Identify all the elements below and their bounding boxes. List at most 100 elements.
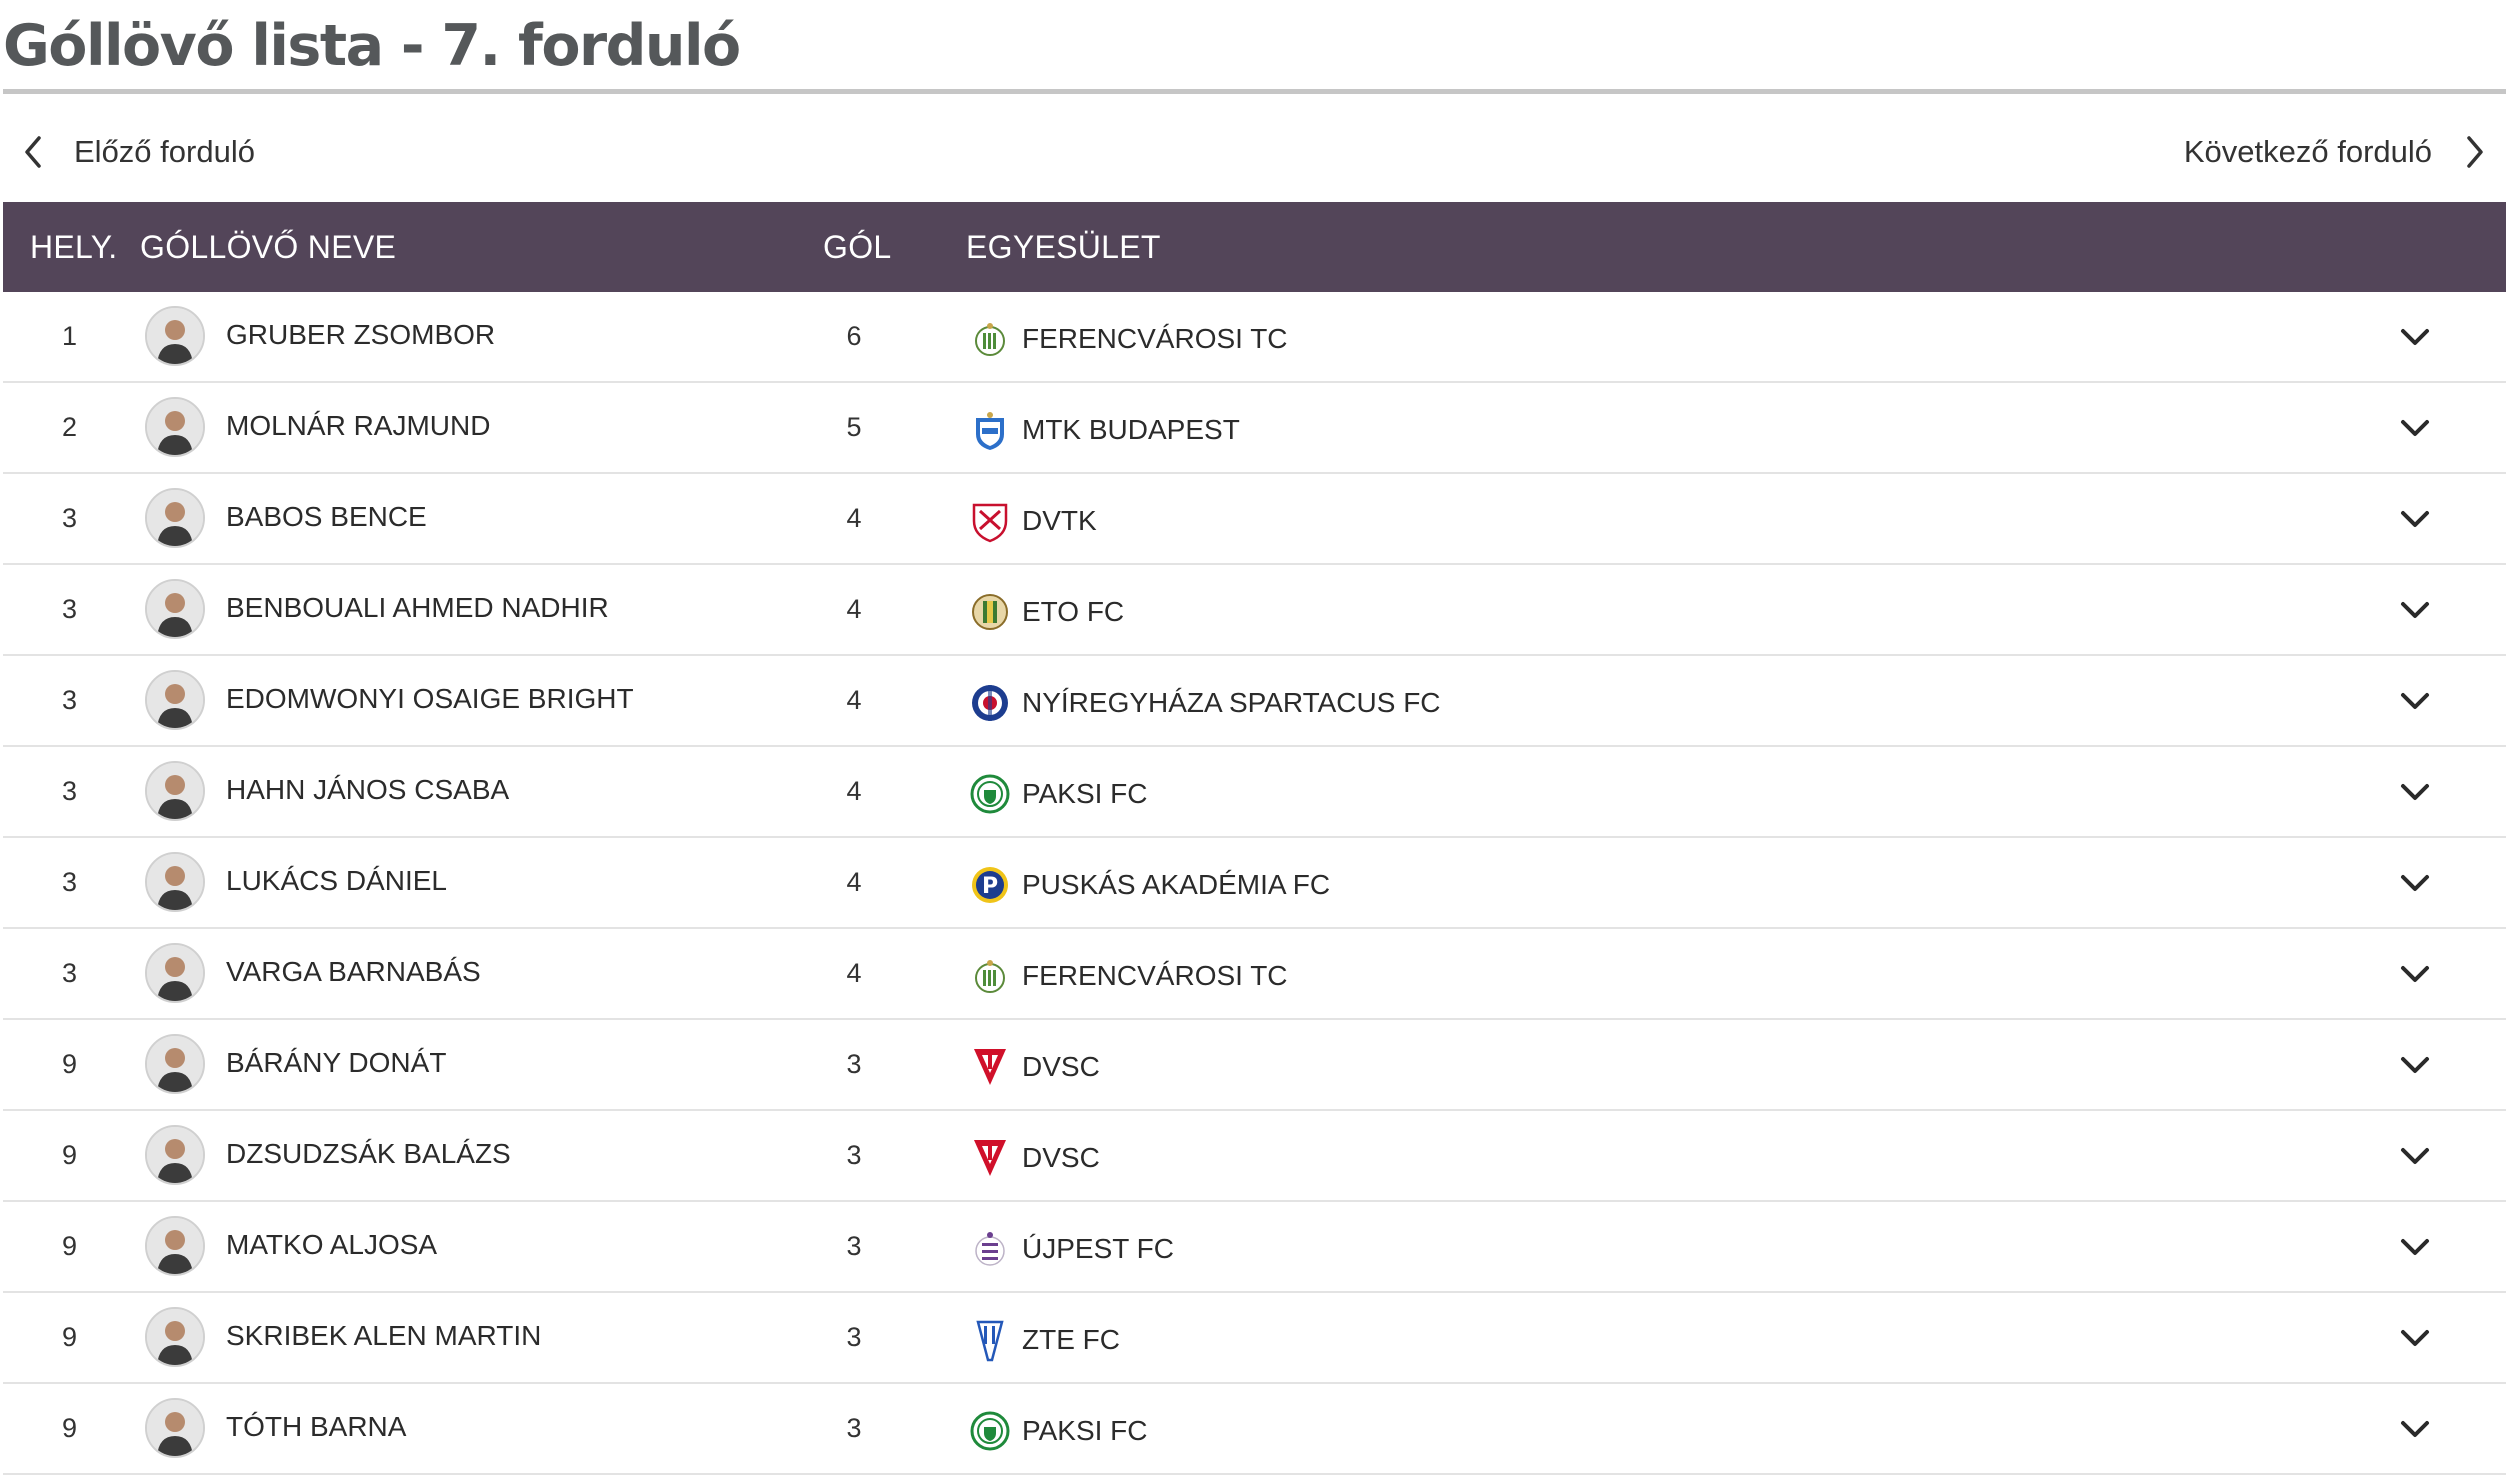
position-cell: 3 bbox=[61, 867, 78, 897]
table-row[interactable]: 9 DZSUDZSÁK BALÁZS 3 DVSC bbox=[3, 1111, 2506, 1202]
player-name: MATKO ALJOSA bbox=[226, 1229, 438, 1260]
column-header-name: GÓLLÖVŐ NEVE bbox=[140, 229, 397, 265]
chevron-down-icon[interactable] bbox=[2398, 1139, 2432, 1173]
goals-cell: 5 bbox=[846, 412, 862, 442]
club-name: MTK BUDAPEST bbox=[1022, 414, 1240, 445]
club-name: NYÍREGYHÁZA SPARTACUS FC bbox=[1022, 687, 1441, 718]
chevron-right-icon bbox=[2467, 136, 2483, 168]
chevron-down-icon[interactable] bbox=[2398, 502, 2432, 536]
table-row[interactable]: 3 HAHN JÁNOS CSABA 4 PAKSI FC bbox=[3, 747, 2506, 838]
club-name: PAKSI FC bbox=[1022, 778, 1148, 809]
table-row[interactable]: 9 MATKO ALJOSA 3 ÚJPEST FC bbox=[3, 1202, 2506, 1293]
previous-round-label: Előző forduló bbox=[74, 134, 255, 169]
table-row[interactable]: 3 BABOS BENCE 4 DVTK bbox=[3, 474, 2506, 565]
paks-crest bbox=[968, 772, 1012, 816]
player-name: BENBOUALI AHMED NADHIR bbox=[226, 592, 609, 623]
player-avatar bbox=[145, 1398, 205, 1458]
position-cell: 9 bbox=[61, 1049, 78, 1079]
player-avatar bbox=[145, 1307, 205, 1367]
goals-cell: 4 bbox=[846, 685, 862, 715]
player-name: BABOS BENCE bbox=[226, 501, 427, 532]
svg-text:P: P bbox=[982, 874, 998, 899]
club-name: FERENCVÁROSI TC bbox=[1022, 960, 1288, 991]
chevron-down-icon[interactable] bbox=[2398, 593, 2432, 627]
ferencvaros-crest bbox=[968, 954, 1012, 998]
table-row[interactable]: 2 MOLNÁR RAJMUND 5 MTK BUDAPEST bbox=[3, 383, 2506, 474]
chevron-down-icon[interactable] bbox=[2398, 957, 2432, 991]
next-round-link[interactable]: Következő forduló bbox=[2184, 124, 2486, 180]
position-cell: 9 bbox=[61, 1322, 78, 1352]
goals-cell: 3 bbox=[846, 1322, 862, 1352]
chevron-down-icon[interactable] bbox=[2398, 866, 2432, 900]
position-cell: 9 bbox=[61, 1413, 78, 1443]
player-avatar bbox=[145, 852, 205, 912]
chevron-down-icon[interactable] bbox=[2398, 1321, 2432, 1355]
table-row[interactable]: 1 GRUBER ZSOMBOR 6 FERENCVÁROSI TC bbox=[3, 292, 2506, 383]
paks-crest bbox=[968, 1409, 1012, 1453]
dvsc-crest bbox=[968, 1136, 1012, 1180]
chevron-down-icon[interactable] bbox=[2398, 1412, 2432, 1446]
club-name: DVTK bbox=[1022, 505, 1097, 536]
player-avatar bbox=[145, 761, 205, 821]
column-header-club: EGYESÜLET bbox=[966, 229, 1161, 265]
next-round-label: Következő forduló bbox=[2183, 134, 2432, 169]
player-avatar bbox=[145, 306, 205, 366]
goals-cell: 6 bbox=[846, 321, 862, 351]
position-cell: 3 bbox=[61, 503, 78, 533]
chevron-down-icon[interactable] bbox=[2398, 1048, 2432, 1082]
player-name: MOLNÁR RAJMUND bbox=[226, 410, 491, 441]
position-cell: 2 bbox=[61, 412, 78, 442]
club-name: ÚJPEST FC bbox=[1022, 1233, 1174, 1264]
column-header-position: HELY. bbox=[30, 229, 118, 265]
goals-cell: 4 bbox=[846, 776, 862, 806]
player-name: LUKÁCS DÁNIEL bbox=[226, 865, 447, 896]
chevron-down-icon[interactable] bbox=[2398, 775, 2432, 809]
zte-crest bbox=[968, 1318, 1012, 1362]
goals-cell: 3 bbox=[846, 1049, 862, 1079]
club-name: ZTE FC bbox=[1022, 1324, 1120, 1355]
table-row[interactable]: 9 BÁRÁNY DONÁT 3 DVSC bbox=[3, 1020, 2506, 1111]
goals-cell: 4 bbox=[846, 958, 862, 988]
position-cell: 3 bbox=[61, 594, 78, 624]
table-row[interactable]: 9 SKRIBEK ALEN MARTIN 3 ZTE FC bbox=[3, 1293, 2506, 1384]
player-avatar bbox=[145, 670, 205, 730]
ferencvaros-crest bbox=[968, 317, 1012, 361]
table-header: HELY. GÓLLÖVŐ NEVE GÓL EGYESÜLET bbox=[3, 202, 2506, 292]
player-name: SKRIBEK ALEN MARTIN bbox=[226, 1320, 542, 1351]
goals-cell: 4 bbox=[846, 503, 862, 533]
title-divider bbox=[3, 89, 2506, 94]
chevron-down-icon[interactable] bbox=[2398, 320, 2432, 354]
position-cell: 1 bbox=[61, 321, 78, 351]
scorer-table-body: 1 GRUBER ZSOMBOR 6 FERENCVÁROSI TC 2 MOLNÁR R… bbox=[3, 292, 2506, 1475]
position-cell: 3 bbox=[61, 958, 78, 988]
chevron-down-icon[interactable] bbox=[2398, 1230, 2432, 1264]
table-row[interactable]: 9 TÓTH BARNA 3 PAKSI FC bbox=[3, 1384, 2506, 1475]
position-cell: 9 bbox=[61, 1231, 78, 1261]
table-row[interactable]: 3 BENBOUALI AHMED NADHIR 4 ETO FC bbox=[3, 565, 2506, 656]
goals-cell: 3 bbox=[846, 1231, 862, 1261]
column-header-goals: GÓL bbox=[823, 229, 892, 265]
mtk-crest bbox=[968, 408, 1012, 452]
table-row[interactable]: 3 VARGA BARNABÁS 4 FERENCVÁROSI TC bbox=[3, 929, 2506, 1020]
club-name: ETO FC bbox=[1022, 596, 1125, 627]
chevron-down-icon[interactable] bbox=[2398, 411, 2432, 445]
position-cell: 3 bbox=[61, 685, 78, 715]
club-name: PUSKÁS AKADÉMIA FC bbox=[1022, 869, 1331, 900]
player-avatar bbox=[145, 1216, 205, 1276]
player-name: HAHN JÁNOS CSABA bbox=[226, 774, 510, 805]
club-name: DVSC bbox=[1022, 1051, 1100, 1082]
club-name: PAKSI FC bbox=[1022, 1415, 1148, 1446]
player-avatar bbox=[145, 1034, 205, 1094]
chevron-down-icon[interactable] bbox=[2398, 684, 2432, 718]
club-name: FERENCVÁROSI TC bbox=[1022, 323, 1288, 354]
table-row[interactable]: 3 EDOMWONYI OSAIGE BRIGHT 4 NYÍREGYHÁZA SPA… bbox=[3, 656, 2506, 747]
table-row[interactable]: 3 LUKÁCS DÁNIEL 4 P PUSKÁS AKADÉMIA FC bbox=[3, 838, 2506, 929]
player-name: VARGA BARNABÁS bbox=[226, 956, 481, 987]
previous-round-link[interactable]: Előző forduló bbox=[22, 124, 255, 180]
player-avatar bbox=[145, 579, 205, 639]
player-name: EDOMWONYI OSAIGE BRIGHT bbox=[226, 683, 634, 714]
player-avatar bbox=[145, 397, 205, 457]
goals-cell: 4 bbox=[846, 867, 862, 897]
nyiregyhaza-crest bbox=[968, 681, 1012, 725]
chevron-left-icon bbox=[25, 136, 41, 168]
